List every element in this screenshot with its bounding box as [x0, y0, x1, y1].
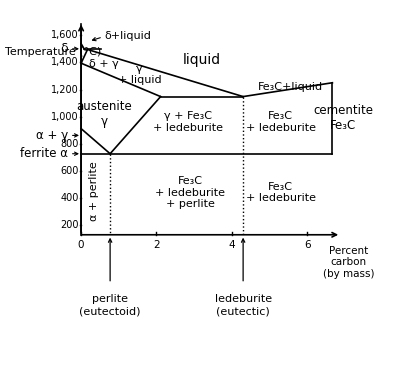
Text: 400: 400	[60, 193, 79, 203]
Text: 800: 800	[60, 139, 79, 149]
Text: 1,000: 1,000	[51, 112, 79, 122]
Text: γ
+ liquid: γ + liquid	[118, 64, 161, 85]
Text: Fe₃C
+ ledeburite: Fe₃C + ledeburite	[246, 182, 316, 204]
Text: Temperature (°C): Temperature (°C)	[5, 47, 101, 56]
Text: δ + γ: δ + γ	[90, 59, 119, 69]
Text: 600: 600	[60, 166, 79, 176]
Text: 4: 4	[229, 240, 235, 249]
Text: Percent
carbon
(by mass): Percent carbon (by mass)	[323, 246, 374, 279]
Text: 6: 6	[304, 240, 310, 249]
Text: 1,400: 1,400	[51, 57, 79, 67]
Text: 1,200: 1,200	[51, 85, 79, 94]
Text: δ+liquid: δ+liquid	[104, 31, 151, 41]
Text: austenite
γ: austenite γ	[76, 100, 133, 128]
Text: cementite
Fe₃C: cementite Fe₃C	[313, 104, 373, 132]
Text: Fe₃C+liquid: Fe₃C+liquid	[258, 83, 323, 92]
Text: ferrite α: ferrite α	[20, 147, 68, 160]
Text: α + γ: α + γ	[36, 129, 68, 142]
Text: Fe₃C
+ ledeburite
+ perlite: Fe₃C + ledeburite + perlite	[155, 176, 225, 209]
Text: 200: 200	[60, 220, 79, 230]
Text: γ + Fe₃C
+ ledeburite: γ + Fe₃C + ledeburite	[153, 111, 223, 133]
Text: 0: 0	[78, 240, 84, 249]
Text: 2: 2	[153, 240, 160, 249]
Text: ledeburite
(eutectic): ledeburite (eutectic)	[215, 294, 272, 316]
Text: α + perlite: α + perlite	[89, 161, 99, 221]
Text: liquid: liquid	[182, 53, 221, 67]
Text: δ: δ	[60, 42, 68, 55]
Text: 1,600: 1,600	[51, 30, 79, 40]
Text: Fe₃C
+ ledeburite: Fe₃C + ledeburite	[246, 111, 316, 133]
Text: perlite
(eutectoid): perlite (eutectoid)	[79, 294, 141, 316]
